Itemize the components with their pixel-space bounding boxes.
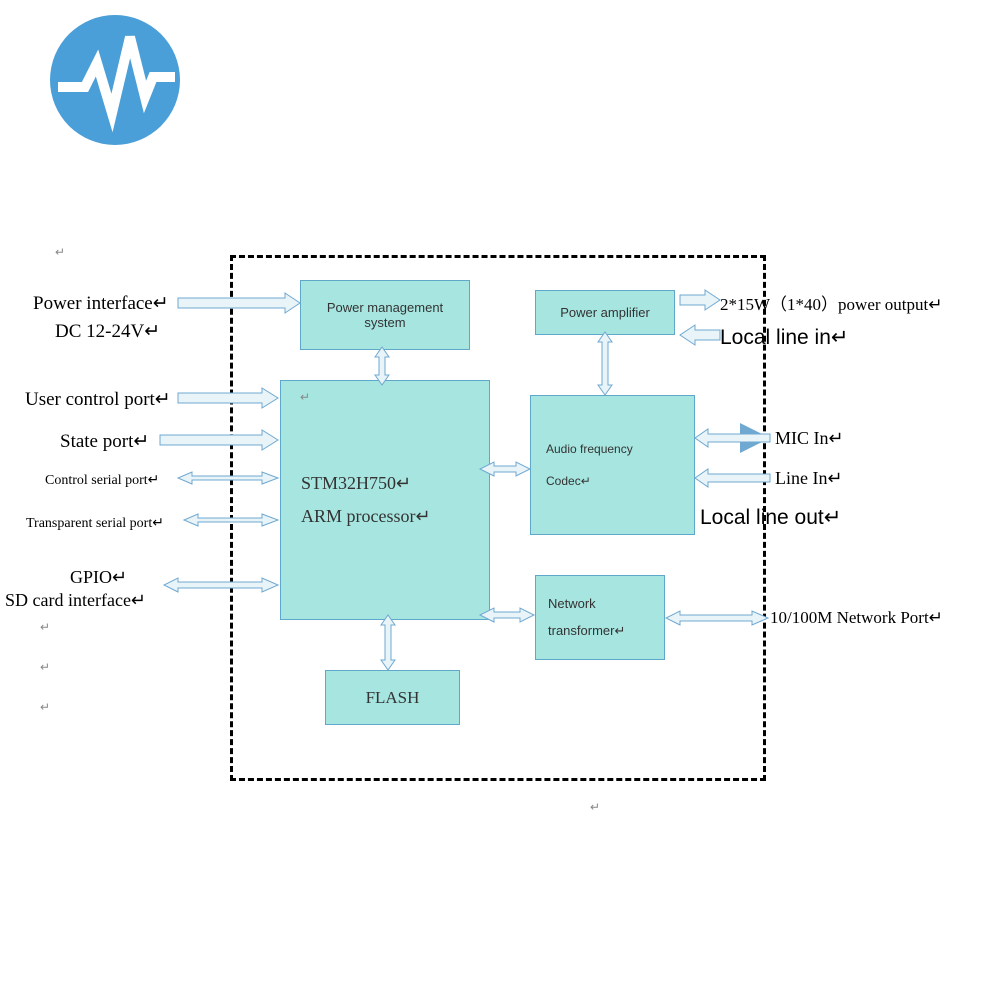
arrow-ctrlser xyxy=(178,472,278,484)
arrow-state xyxy=(160,430,278,450)
arrow-amp-codec xyxy=(598,332,612,395)
arrow-proc-net xyxy=(480,608,534,622)
arrow-pms-proc xyxy=(375,347,389,385)
arrows-layer xyxy=(0,0,1000,1000)
arrow-line xyxy=(695,469,770,487)
arrow-user xyxy=(178,388,278,408)
arrow-linein-amp xyxy=(680,325,720,345)
arrow-amp-out xyxy=(680,290,720,310)
arrow-gpio xyxy=(164,578,278,592)
arrow-proc-codec xyxy=(480,462,530,476)
arrow-net-port xyxy=(666,611,768,625)
arrow-proc-flash xyxy=(381,615,395,670)
arrow-pwr-if xyxy=(178,293,300,313)
arrow-transp xyxy=(184,514,278,526)
